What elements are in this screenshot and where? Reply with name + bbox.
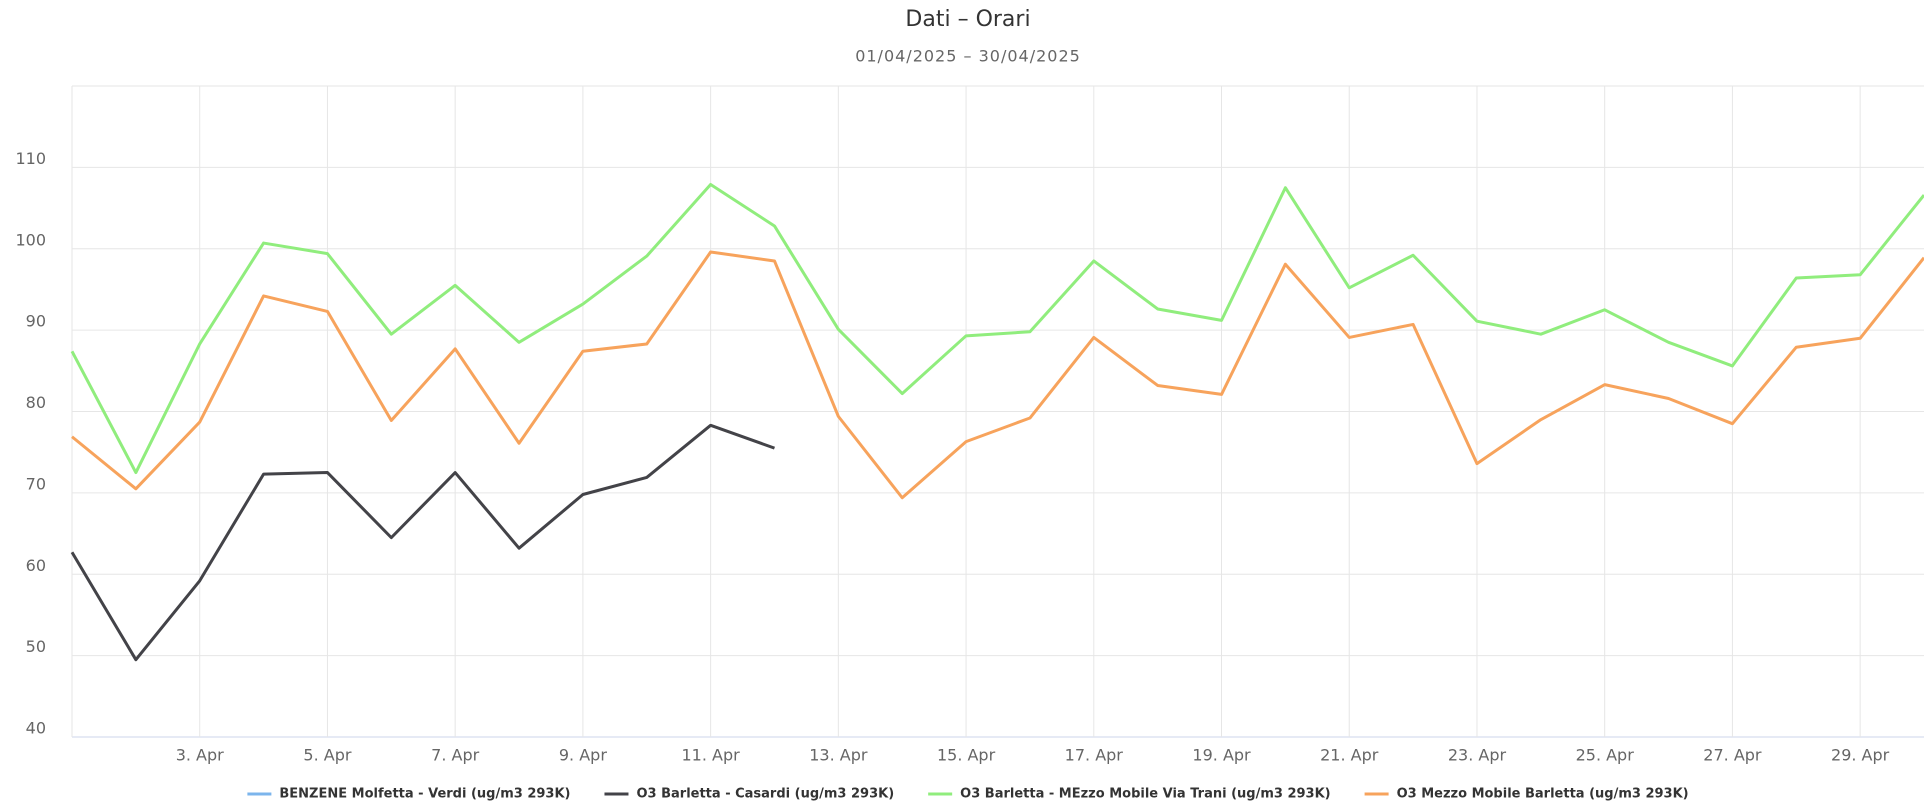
x-tick-label: 11. Apr bbox=[682, 746, 741, 765]
legend-label: O3 Mezzo Mobile Barletta (ug/m3 293K) bbox=[1397, 787, 1689, 802]
y-tick-label: 100 bbox=[15, 230, 46, 249]
x-tick-label: 9. Apr bbox=[559, 746, 607, 765]
x-tick-label: 3. Apr bbox=[176, 746, 224, 765]
x-tick-label: 15. Apr bbox=[937, 746, 996, 765]
y-tick-label: 60 bbox=[26, 556, 46, 575]
y-tick-label: 110 bbox=[15, 149, 46, 168]
x-tick-label: 21. Apr bbox=[1320, 746, 1379, 765]
x-tick-label: 27. Apr bbox=[1703, 746, 1762, 765]
series-line bbox=[70, 182, 1924, 475]
x-tick-label: 25. Apr bbox=[1576, 746, 1635, 765]
chart-subtitle: 01/04/2025 – 30/04/2025 bbox=[855, 47, 1081, 66]
x-tick-label: 7. Apr bbox=[431, 746, 479, 765]
x-tick-label: 5. Apr bbox=[303, 746, 351, 765]
x-tick-label: 19. Apr bbox=[1192, 746, 1251, 765]
y-tick-label: 50 bbox=[26, 637, 46, 656]
x-tick-label: 17. Apr bbox=[1065, 746, 1124, 765]
x-tick-label: 13. Apr bbox=[809, 746, 868, 765]
legend-label: O3 Barletta - MEzzo Mobile Via Trani (ug… bbox=[960, 787, 1330, 802]
x-tick-label: 23. Apr bbox=[1448, 746, 1507, 765]
y-tick-label: 70 bbox=[26, 474, 46, 493]
x-tick-label: 29. Apr bbox=[1831, 746, 1890, 765]
series-line bbox=[71, 250, 1924, 500]
y-tick-label: 40 bbox=[26, 719, 46, 738]
y-tick-label: 90 bbox=[26, 312, 46, 331]
legend-label: BENZENE Molfetta - Verdi (ug/m3 293K) bbox=[279, 787, 570, 802]
legend-label: O3 Barletta - Casardi (ug/m3 293K) bbox=[636, 787, 894, 802]
chart-title: Dati – Orari bbox=[905, 7, 1030, 32]
legend: BENZENE Molfetta - Verdi (ug/m3 293K) O3 … bbox=[247, 787, 1689, 802]
y-tick-label: 80 bbox=[26, 393, 46, 412]
series-line bbox=[70, 423, 775, 662]
